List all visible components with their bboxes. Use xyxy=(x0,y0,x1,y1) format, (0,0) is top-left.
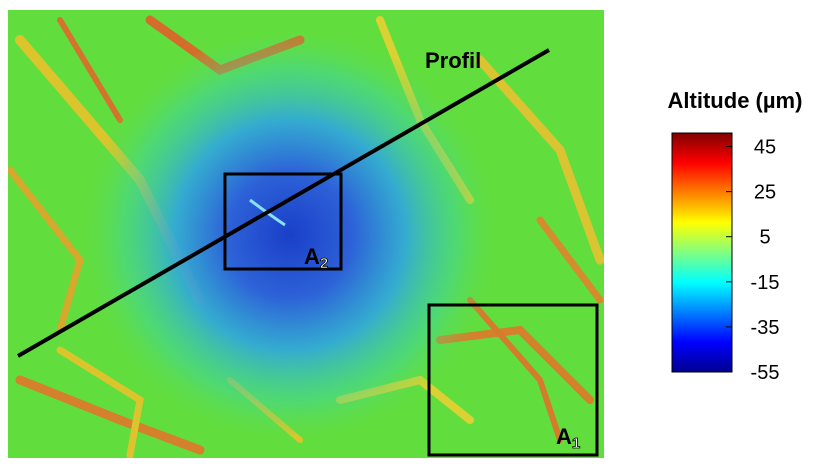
altitude-map xyxy=(8,10,604,458)
colorbar xyxy=(671,132,733,373)
colorbar-tick-label: 25 xyxy=(754,182,776,204)
profile-line xyxy=(17,48,550,358)
colorbar-title: Altitude (µm) xyxy=(668,88,803,113)
area-box xyxy=(427,303,599,457)
area-box xyxy=(223,172,343,271)
profile-label: Profil xyxy=(425,48,481,73)
area-letter: A xyxy=(304,244,320,269)
colorbar-tick-label: 45 xyxy=(754,137,776,159)
colorbar-tick-label: -35 xyxy=(751,317,780,339)
colorbar-tick-label: 5 xyxy=(759,227,770,249)
area-label: A2 xyxy=(304,244,328,272)
colorbar-tick-label: -15 xyxy=(751,272,780,294)
area-letter: A xyxy=(556,424,572,449)
area-subscript: 1 xyxy=(572,435,580,452)
colorbar-tick-label: -55 xyxy=(751,362,780,384)
area-subscript: 2 xyxy=(320,255,328,272)
area-label: A1 xyxy=(556,424,580,452)
